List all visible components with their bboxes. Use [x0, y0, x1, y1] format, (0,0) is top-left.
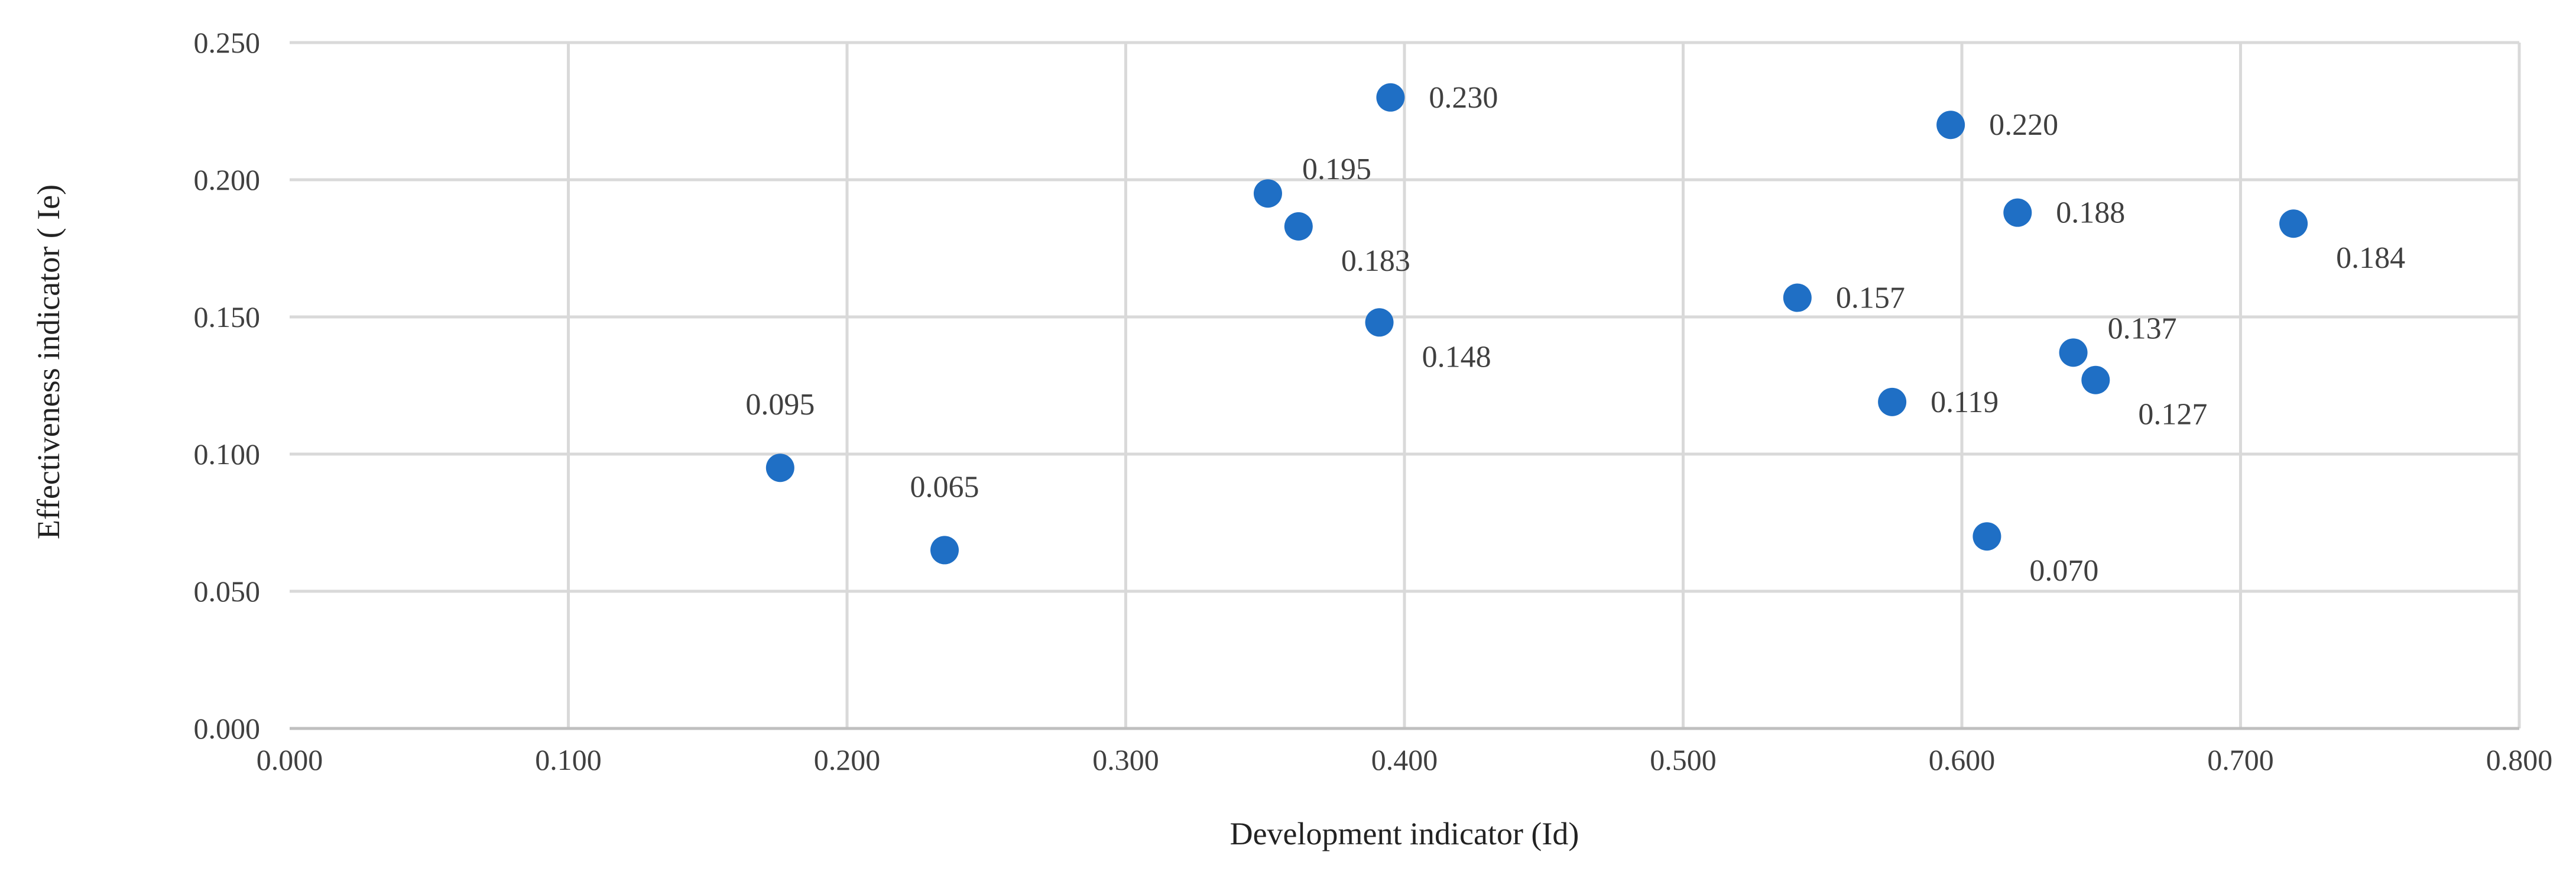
data-points [765, 83, 2308, 565]
tick-labels: 0.000 0.100 0.200 0.300 0.400 0.500 0.600 0.700… [194, 26, 2553, 776]
y-tick-label: 0.150 [194, 300, 261, 333]
data-label: 0.148 [1422, 340, 1491, 374]
data-point [1936, 111, 1965, 140]
data-label: 0.188 [2056, 196, 2125, 230]
data-point [1878, 387, 1907, 416]
data-label: 0.065 [910, 470, 979, 504]
data-label: 0.127 [2138, 398, 2207, 432]
x-tick-label: 0.200 [814, 743, 881, 776]
data-label: 0.184 [2336, 241, 2405, 275]
y-tick-label: 0.050 [194, 575, 261, 608]
data-point [765, 454, 794, 482]
y-tick-label: 0.200 [194, 163, 261, 196]
y-tick-label: 0.100 [194, 438, 261, 471]
data-point [2081, 365, 2110, 394]
x-tick-label: 0.600 [1929, 743, 1996, 776]
y-tick-label: 0.000 [194, 712, 261, 745]
x-tick-label: 0.800 [2486, 743, 2553, 776]
data-label: 0.137 [2108, 312, 2177, 345]
x-tick-label: 0.700 [2207, 743, 2274, 776]
y-axis-title: Effectiveness indicator ( Ie) [31, 184, 66, 539]
x-tick-label: 0.000 [257, 743, 323, 776]
data-point [1376, 83, 1405, 112]
x-tick-label: 0.300 [1092, 743, 1159, 776]
grid-lines [290, 41, 2521, 728]
data-point [2003, 198, 2032, 227]
data-point [1253, 179, 1282, 208]
data-point [1365, 308, 1394, 337]
data-label: 0.230 [1429, 81, 1498, 115]
data-label: 0.183 [1341, 244, 1410, 278]
data-label: 0.157 [1836, 281, 1905, 315]
x-tick-label: 0.400 [1371, 743, 1438, 776]
data-label: 0.195 [1302, 153, 1371, 186]
data-label: 0.095 [745, 388, 815, 422]
x-tick-label: 0.500 [1650, 743, 1717, 776]
y-tick-label: 0.250 [194, 26, 261, 59]
data-label: 0.220 [1989, 108, 2058, 142]
data-point [1783, 283, 1812, 312]
data-point [2279, 209, 2308, 238]
x-tick-label: 0.100 [535, 743, 602, 776]
data-label: 0.070 [2029, 554, 2098, 588]
data-point [1284, 212, 1313, 241]
data-point [1972, 522, 2001, 551]
data-labels: 0.095 0.065 0.195 0.183 0.148 0.230 0.157 0.119… [745, 81, 2405, 588]
data-point [930, 536, 959, 565]
data-point [2059, 338, 2088, 367]
x-axis-title: Development indicator (Id) [1230, 816, 1579, 851]
data-label: 0.119 [1931, 386, 1998, 419]
